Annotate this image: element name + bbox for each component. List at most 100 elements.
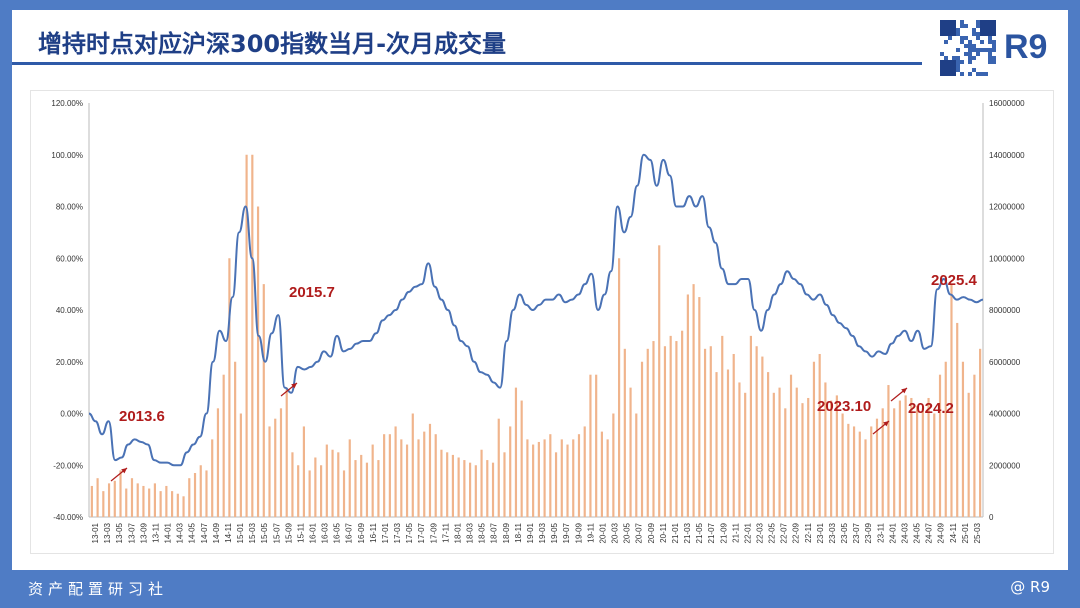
x-tick-label: 16-03 bbox=[321, 522, 330, 543]
left-tick-label: 60.00% bbox=[56, 254, 83, 263]
x-tick-label: 15-01 bbox=[236, 522, 245, 543]
left-tick-label: 0.00% bbox=[60, 410, 83, 419]
volume-bar bbox=[772, 392, 775, 517]
volume-bar bbox=[371, 444, 374, 517]
volume-bar bbox=[618, 258, 621, 517]
volume-bar bbox=[600, 431, 603, 517]
volume-bar bbox=[812, 361, 816, 517]
x-tick-label: 13-09 bbox=[139, 522, 148, 543]
x-tick-label: 17-11 bbox=[441, 522, 450, 542]
volume-bar bbox=[331, 449, 334, 517]
x-tick-label: 16-09 bbox=[357, 522, 366, 543]
x-tick-label: 21-07 bbox=[707, 522, 716, 543]
volume-bar bbox=[881, 408, 884, 517]
x-tick-label: 17-09 bbox=[429, 522, 438, 543]
x-tick-label: 14-01 bbox=[164, 522, 173, 543]
volume-bar bbox=[503, 452, 506, 517]
x-tick-label: 24-07 bbox=[925, 522, 934, 543]
volume-bar bbox=[646, 348, 649, 517]
x-tick-label: 17-05 bbox=[405, 522, 414, 543]
annotation-arrowhead bbox=[291, 383, 297, 389]
index-line bbox=[88, 153, 984, 467]
left-tick-label: 20.00% bbox=[56, 358, 83, 367]
left-tick-label: -40.00% bbox=[53, 513, 83, 522]
x-tick-label: 20-11 bbox=[659, 522, 668, 542]
x-tick-label: 22-01 bbox=[743, 522, 752, 543]
footer-handle: @ R9 bbox=[1010, 578, 1050, 596]
volume-bar bbox=[136, 483, 139, 517]
x-tick-label: 18-11 bbox=[514, 522, 523, 542]
volume-bar bbox=[916, 405, 919, 517]
volume-bar bbox=[738, 382, 741, 517]
x-tick-label: 14-05 bbox=[188, 522, 197, 543]
title-underline bbox=[12, 62, 922, 65]
volume-bar bbox=[755, 346, 758, 517]
volume-bar bbox=[159, 491, 162, 517]
x-tick-label: 15-09 bbox=[284, 522, 293, 543]
x-tick-label: 16-11 bbox=[369, 522, 378, 542]
x-tick-label: 24-11 bbox=[949, 522, 958, 542]
x-tick-label: 20-05 bbox=[623, 522, 632, 543]
x-tick-label: 13-11 bbox=[151, 522, 160, 542]
volume-bar bbox=[841, 413, 844, 517]
volume-bar bbox=[761, 356, 764, 517]
volume-bar bbox=[640, 361, 644, 517]
volume-bar bbox=[583, 426, 586, 517]
volume-bar bbox=[354, 460, 357, 517]
x-tick-label: 13-03 bbox=[103, 522, 112, 543]
volume-bar bbox=[417, 439, 420, 517]
volume-bar bbox=[709, 346, 712, 517]
volume-bar bbox=[612, 413, 615, 517]
x-tick-label: 22-05 bbox=[768, 522, 777, 543]
x-tick-label: 17-07 bbox=[417, 522, 426, 543]
annotation-label: 2025.4 bbox=[931, 272, 978, 289]
volume-bar bbox=[847, 423, 850, 517]
volume-bar bbox=[428, 423, 432, 517]
left-tick-label: 120.00% bbox=[51, 99, 83, 108]
x-tick-label: 15-07 bbox=[272, 522, 281, 543]
x-tick-label: 14-11 bbox=[224, 522, 233, 542]
volume-bar bbox=[102, 491, 105, 517]
volume-bar bbox=[686, 294, 689, 517]
volume-bar bbox=[658, 245, 661, 517]
x-tick-label: 25-03 bbox=[973, 522, 982, 543]
volume-bar bbox=[933, 413, 936, 517]
left-tick-label: 40.00% bbox=[56, 306, 83, 315]
x-tick-label: 23-11 bbox=[876, 522, 885, 542]
volume-bar bbox=[830, 400, 833, 517]
volume-bar bbox=[497, 418, 500, 517]
volume-bar bbox=[463, 460, 466, 517]
volume-bar bbox=[744, 392, 747, 517]
volume-bar bbox=[245, 154, 248, 517]
x-tick-label: 24-05 bbox=[913, 522, 922, 543]
volume-bar bbox=[171, 491, 174, 517]
volume-bar bbox=[474, 465, 477, 517]
volume-bar bbox=[824, 382, 827, 517]
right-tick-label: 2000000 bbox=[989, 461, 1021, 470]
volume-bar bbox=[297, 465, 300, 517]
volume-bar bbox=[388, 434, 391, 517]
x-tick-label: 18-01 bbox=[453, 522, 462, 543]
x-tick-label: 20-09 bbox=[647, 522, 656, 543]
x-tick-label: 20-01 bbox=[598, 522, 607, 543]
volume-bar bbox=[268, 426, 271, 517]
volume-bar bbox=[451, 454, 454, 517]
volume-bar bbox=[595, 374, 598, 517]
volume-bar bbox=[635, 413, 638, 517]
volume-bar bbox=[721, 335, 724, 517]
volume-bar bbox=[893, 408, 896, 517]
volume-bar bbox=[411, 413, 414, 517]
left-tick-label: -20.00% bbox=[53, 461, 83, 470]
annotation-arrowhead bbox=[883, 421, 889, 427]
volume-bar bbox=[125, 488, 128, 517]
volume-bar bbox=[973, 374, 976, 517]
volume-bar bbox=[291, 452, 294, 517]
volume-bar bbox=[554, 452, 558, 517]
volume-bar bbox=[205, 470, 208, 517]
qr-code-icon bbox=[940, 20, 996, 76]
x-tick-label: 20-07 bbox=[635, 522, 644, 543]
volume-bar bbox=[480, 449, 483, 517]
volume-bar bbox=[927, 397, 930, 517]
volume-bar bbox=[377, 460, 380, 517]
volume-bar bbox=[910, 397, 913, 517]
